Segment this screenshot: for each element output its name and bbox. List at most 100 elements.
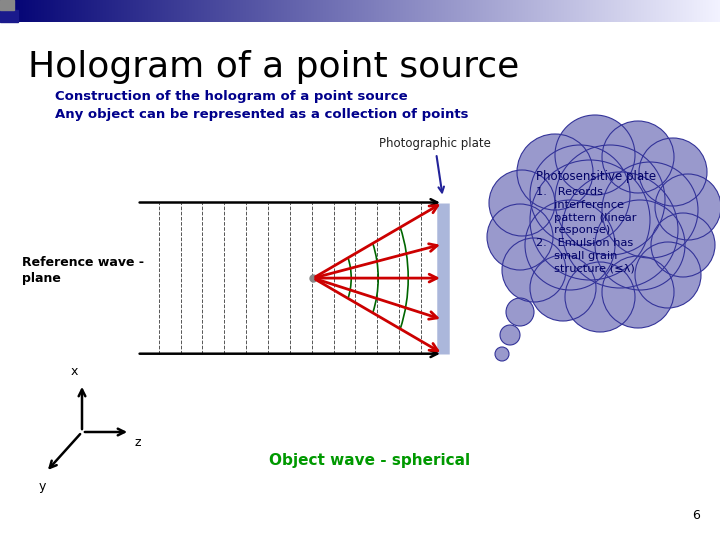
Bar	[606, 0, 607, 22]
Bar	[358, 0, 359, 22]
Bar	[570, 0, 571, 22]
Bar	[582, 0, 583, 22]
Bar	[180, 0, 181, 22]
Bar	[224, 0, 225, 22]
Bar	[312, 0, 313, 22]
Bar	[317, 0, 318, 22]
Bar	[40, 0, 41, 22]
Bar	[477, 0, 478, 22]
Bar	[325, 0, 326, 22]
Bar	[549, 0, 550, 22]
Bar	[14, 0, 15, 22]
Bar	[441, 0, 442, 22]
Bar	[273, 0, 274, 22]
Bar	[250, 0, 251, 22]
Bar	[217, 0, 218, 22]
Bar	[133, 0, 134, 22]
Bar	[682, 0, 683, 22]
Bar	[196, 0, 197, 22]
Bar	[167, 0, 168, 22]
Bar	[157, 0, 158, 22]
Bar	[562, 0, 563, 22]
Bar	[693, 0, 694, 22]
Bar	[576, 0, 577, 22]
Bar	[269, 0, 270, 22]
Bar	[389, 0, 390, 22]
Bar	[311, 0, 312, 22]
Bar	[652, 0, 653, 22]
Bar	[146, 0, 147, 22]
Bar	[571, 0, 572, 22]
Circle shape	[530, 255, 596, 321]
Bar	[232, 0, 233, 22]
Bar	[53, 0, 54, 22]
Bar	[159, 0, 160, 22]
Bar	[248, 0, 249, 22]
Bar	[565, 0, 566, 22]
Bar	[381, 0, 382, 22]
Bar	[255, 0, 256, 22]
Bar	[503, 0, 504, 22]
Bar	[669, 0, 670, 22]
Circle shape	[506, 298, 534, 326]
Bar	[545, 0, 546, 22]
Bar	[569, 0, 570, 22]
Bar	[147, 0, 148, 22]
Bar	[271, 0, 272, 22]
Bar	[206, 0, 207, 22]
Bar	[651, 0, 652, 22]
Bar	[189, 0, 190, 22]
Bar	[335, 0, 336, 22]
Bar	[199, 0, 200, 22]
Bar	[234, 0, 235, 22]
Bar	[664, 0, 665, 22]
Bar	[74, 0, 75, 22]
Bar	[315, 0, 316, 22]
Bar	[598, 0, 599, 22]
Bar	[220, 0, 221, 22]
Bar	[187, 0, 188, 22]
Bar	[522, 0, 523, 22]
Bar	[590, 0, 591, 22]
Bar	[499, 0, 500, 22]
Bar	[711, 0, 712, 22]
Bar	[459, 0, 460, 22]
Bar	[554, 0, 555, 22]
Bar	[292, 0, 293, 22]
Bar	[597, 0, 598, 22]
Bar	[284, 0, 285, 22]
Bar	[369, 0, 370, 22]
Bar	[592, 0, 593, 22]
Bar	[553, 0, 554, 22]
Circle shape	[602, 121, 674, 193]
Bar	[603, 0, 604, 22]
Bar	[1, 0, 2, 22]
Bar	[242, 0, 243, 22]
Bar	[108, 0, 109, 22]
Bar	[48, 0, 49, 22]
Bar	[111, 0, 112, 22]
Text: Construction of the hologram of a point source: Construction of the hologram of a point …	[55, 90, 408, 103]
Bar	[246, 0, 247, 22]
Bar	[60, 0, 61, 22]
Bar	[631, 0, 632, 22]
Bar	[392, 0, 393, 22]
Bar	[174, 0, 175, 22]
Bar	[559, 0, 560, 22]
Bar	[278, 0, 279, 22]
Bar	[707, 0, 708, 22]
Bar	[557, 0, 558, 22]
Bar	[235, 0, 236, 22]
Bar	[678, 0, 679, 22]
Bar	[282, 0, 283, 22]
Bar	[341, 0, 342, 22]
Bar	[197, 0, 198, 22]
Bar	[656, 0, 657, 22]
Circle shape	[530, 160, 650, 280]
Bar	[509, 0, 510, 22]
Bar	[419, 0, 420, 22]
Bar	[677, 0, 678, 22]
Bar	[142, 0, 143, 22]
Bar	[247, 0, 248, 22]
Bar	[24, 0, 25, 22]
